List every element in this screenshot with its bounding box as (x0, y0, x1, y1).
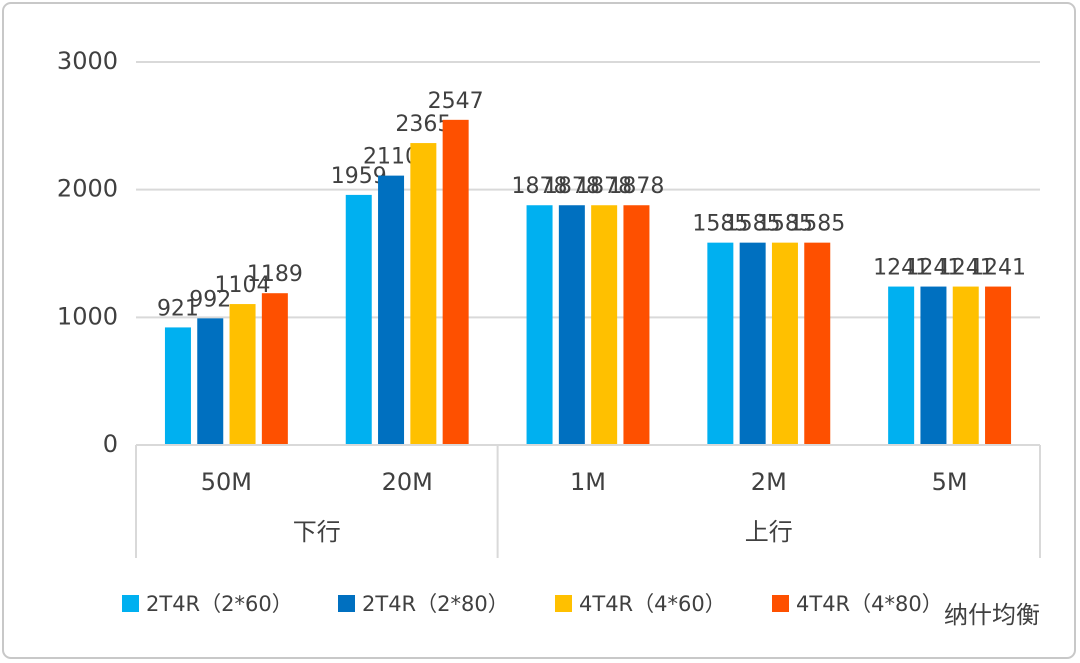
bar (739, 242, 766, 445)
value-label: 921 (157, 296, 199, 321)
value-label: 992 (189, 287, 231, 312)
group-label: 下行 (293, 518, 341, 546)
bar (888, 286, 915, 445)
group-label: 上行 (745, 518, 793, 546)
value-label: 1241 (905, 256, 961, 281)
bar (591, 205, 618, 445)
bar (345, 194, 372, 445)
value-label: 1959 (331, 164, 387, 189)
value-label: 1878 (544, 174, 600, 199)
y-tick-label: 2000 (57, 175, 118, 203)
legend-swatch (772, 595, 789, 612)
value-label: 2110 (363, 145, 419, 170)
y-tick-label: 1000 (57, 302, 118, 330)
value-label: 1585 (725, 212, 781, 237)
x-tick-label: 50M (201, 468, 252, 496)
bar (952, 286, 979, 445)
bar (526, 205, 553, 445)
legend-label: 2T4R（2*80） (362, 592, 509, 616)
y-tick-label: 0 (103, 430, 118, 458)
value-label: 1878 (608, 174, 664, 199)
bar (164, 327, 191, 445)
legend-swatch (338, 595, 355, 612)
x-tick-label: 1M (570, 468, 606, 496)
value-label: 1585 (757, 212, 813, 237)
bar (920, 286, 947, 445)
value-label: 1585 (789, 212, 845, 237)
bar (378, 175, 405, 445)
y-tick-label: 3000 (57, 47, 118, 75)
legend-swatch (122, 595, 139, 612)
legend-label: 2T4R（2*60） (146, 592, 293, 616)
bar (442, 119, 469, 445)
legend-label: 4T4R（4*60） (579, 592, 726, 616)
x-tick-label: 20M (382, 468, 433, 496)
bar (771, 242, 798, 445)
value-label: 2365 (395, 112, 451, 137)
value-label: 1189 (247, 262, 303, 287)
value-label: 1241 (873, 256, 929, 281)
value-label: 1241 (970, 256, 1026, 281)
value-label: 2547 (428, 89, 484, 114)
legend-swatch (555, 595, 572, 612)
value-label: 1878 (512, 174, 568, 199)
value-label: 1878 (576, 174, 632, 199)
bar (197, 318, 224, 445)
x-tick-label: 5M (932, 468, 968, 496)
legend-label: 4T4R（4*80） (796, 592, 943, 616)
bar (707, 242, 734, 445)
bar (623, 205, 650, 445)
value-label: 1241 (938, 256, 994, 281)
bar (558, 205, 585, 445)
value-label: 1585 (692, 212, 748, 237)
x-tick-label: 2M (751, 468, 787, 496)
bar (229, 304, 256, 445)
value-label: 1104 (215, 273, 271, 298)
bar (804, 242, 831, 445)
bar (261, 293, 288, 445)
bar (985, 286, 1012, 445)
watermark: 纳什均衡 (944, 601, 1040, 629)
bar (410, 143, 437, 445)
